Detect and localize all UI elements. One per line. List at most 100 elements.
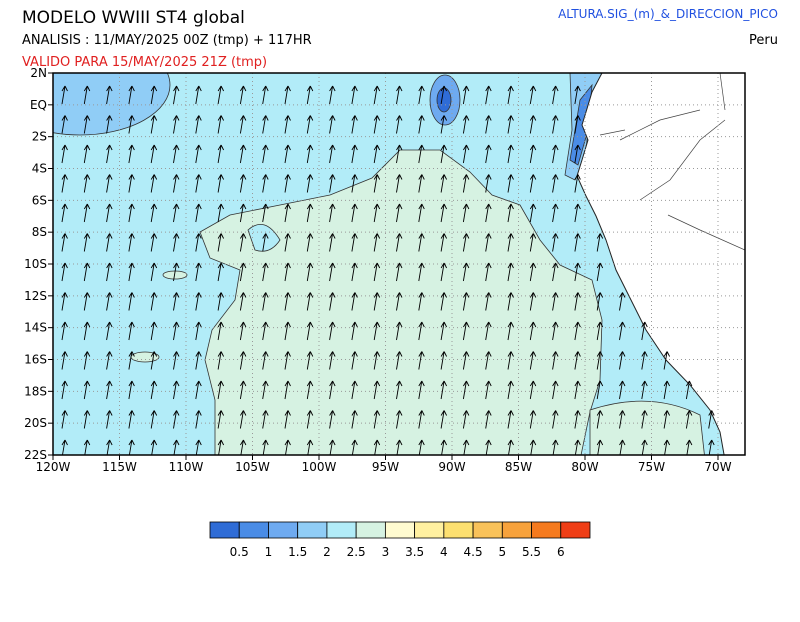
wave-arrow <box>239 144 247 164</box>
lon-label: 95W <box>372 460 399 474</box>
wave-arrow <box>61 144 68 164</box>
wave-arrow <box>373 144 381 164</box>
wave-arrow <box>106 262 113 282</box>
wave-arrow <box>507 292 514 311</box>
wave-arrow <box>462 233 470 252</box>
wave-arrow <box>552 380 559 400</box>
wave-arrow <box>373 321 381 341</box>
wave-arrow <box>106 410 113 429</box>
wave-arrow <box>83 233 91 252</box>
wave-arrow <box>128 203 135 223</box>
wave-arrow <box>61 262 68 282</box>
wave-arrow <box>262 292 269 311</box>
wave-arrow <box>462 410 470 429</box>
wave-arrow <box>507 262 514 282</box>
wave-arrow <box>106 233 113 252</box>
wave-arrow <box>552 115 559 134</box>
wave-arrow <box>574 203 581 223</box>
wave-arrow <box>150 351 158 370</box>
wave-arrow <box>485 174 492 193</box>
wave-arrow <box>83 115 91 134</box>
wave-arrow <box>574 410 581 429</box>
wave-arrow <box>373 292 381 311</box>
wave-arrow <box>284 174 291 193</box>
wave-arrow <box>418 262 425 282</box>
wave-arrow <box>83 292 91 311</box>
wave-arrow <box>128 262 135 282</box>
wave-arrow <box>262 410 269 429</box>
wave-arrow <box>351 410 358 429</box>
wave-arrow <box>239 85 247 105</box>
wave-arrow <box>462 203 470 223</box>
wave-arrow <box>239 380 247 400</box>
wave-arrow <box>462 144 470 164</box>
wave-arrow <box>351 321 358 341</box>
wave-arrow <box>396 410 403 429</box>
wave-arrow <box>596 380 604 400</box>
wave-arrow <box>418 233 425 252</box>
wave-arrow <box>284 439 291 455</box>
wave-arrow <box>262 262 269 282</box>
lat-label: EQ <box>30 98 47 112</box>
wave-arrow <box>284 380 291 400</box>
wave-arrow <box>217 292 225 311</box>
wave-arrow <box>529 85 537 105</box>
wave-arrow <box>462 321 470 341</box>
wave-arrow <box>239 233 247 252</box>
wave-arrow <box>440 351 448 370</box>
wave-arrow <box>83 351 91 370</box>
wave-arrow <box>619 292 626 311</box>
wave-arrow <box>128 174 135 193</box>
wave-arrow <box>173 380 180 400</box>
colorbar-label: 2.5 <box>347 545 366 559</box>
colorbar-label: 2 <box>323 545 331 559</box>
wave-arrow <box>507 115 514 134</box>
wave-arrow <box>83 262 91 282</box>
wave-arrow <box>641 351 648 370</box>
wave-arrow <box>351 174 358 193</box>
wave-arrow <box>61 115 68 134</box>
wave-arrow <box>128 380 135 400</box>
wave-arrow <box>329 233 336 252</box>
wave-arrow <box>217 174 225 193</box>
wave-arrow <box>329 174 336 193</box>
colorbar-label: 5.5 <box>522 545 541 559</box>
lon-label: 90W <box>438 460 465 474</box>
wave-arrow <box>574 262 581 282</box>
wave-arrow <box>440 262 448 282</box>
wave-arrow <box>173 410 180 429</box>
wave-arrow <box>306 380 314 400</box>
wave-arrow <box>529 203 537 223</box>
wave-arrow <box>61 203 68 223</box>
wave-arrow <box>462 380 470 400</box>
colorbar-label: 4 <box>440 545 448 559</box>
wave-arrow <box>150 203 158 223</box>
wave-arrow <box>217 115 225 134</box>
wave-arrow <box>552 410 559 429</box>
lon-label: 80W <box>571 460 598 474</box>
wave-arrow <box>373 174 381 193</box>
wave-arrow <box>529 115 537 134</box>
colorbar-swatch <box>443 521 474 539</box>
wave-arrow <box>150 233 158 252</box>
wave-arrow <box>239 321 247 341</box>
wave-arrow <box>106 174 113 193</box>
wave-arrow <box>128 292 135 311</box>
wave-arrow <box>596 321 604 341</box>
wave-arrow <box>418 321 425 341</box>
wave-arrow <box>262 203 269 223</box>
title: MODELO WWIII ST4 global <box>22 8 245 28</box>
wave-arrow <box>552 292 559 311</box>
wave-arrow <box>574 351 581 370</box>
wave-arrow <box>663 380 671 400</box>
colorbar-label: 3 <box>382 545 390 559</box>
contour <box>199 149 603 455</box>
wave-arrow <box>262 321 269 341</box>
wave-arrow <box>351 292 358 311</box>
colorbar-swatch <box>414 521 445 539</box>
wave-arrow <box>128 351 135 370</box>
colorbar-label: 1 <box>265 545 273 559</box>
wave-arrow <box>306 233 314 252</box>
wave-arrow <box>396 351 403 370</box>
